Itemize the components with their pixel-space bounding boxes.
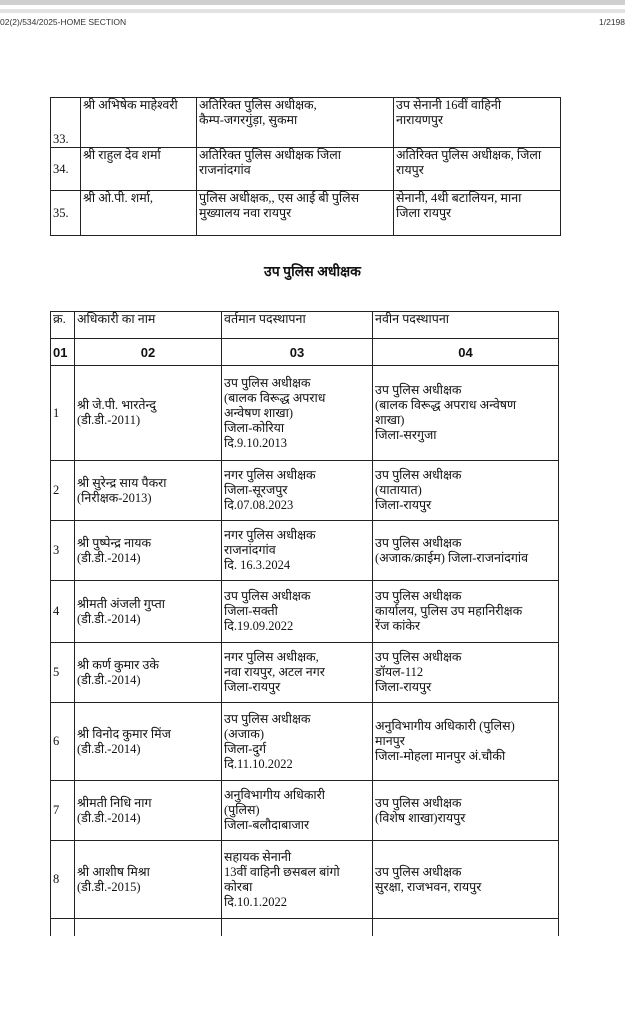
new-posting: उप पुलिस अधीक्षक (यातायात) जिला-रायपुर: [372, 460, 559, 521]
new-posting: अनुविभागीय अधिकारी (पुलिस) मानपुर जिला-म…: [372, 702, 559, 781]
table-row: 3 श्री पुष्पेन्द्र नायक (डी.डी.-2014) नगर …: [50, 520, 559, 581]
header-serial: क्र.: [50, 311, 75, 339]
new-posting: उप पुलिस अधीक्षक डॉयल-112 जिला-रायपुर: [372, 642, 559, 703]
officer-table-continued: 33. श्री अभिषेक माहेश्वरी अतिरिक्त पुलिस अ…: [50, 97, 561, 236]
new-posting: उप पुलिस अधीक्षक सुरक्षा, राजभवन, रायपुर: [372, 840, 559, 919]
serial-number: 4: [50, 580, 75, 643]
current-posting: अतिरिक्त पुलिस अधीक्षक, कैम्प-जगरगुंड़ा,…: [196, 97, 394, 148]
page-indicator: 1/2198: [599, 17, 625, 27]
section-heading: उप पुलिस अधीक्षक: [264, 265, 361, 280]
current-posting: नगर पुलिस अधीक्षक, नवा रायपुर, अटल नगर ज…: [221, 642, 373, 703]
new-posting: उप पुलिस अधीक्षक (विशेष शाखा)रायपुर: [372, 780, 559, 841]
column-number: 02: [74, 338, 222, 366]
current-posting: नगर पुलिस अधीक्षक जिला-सूरजपुर दि.07.08.…: [221, 460, 373, 521]
officer-name: श्री सुरेन्द्र साय पैकरा (निरीक्षक-2013): [74, 460, 222, 521]
current-posting: पुलिस अधीक्षक,, एस आई बी पुलिस मुख्यालय …: [196, 190, 394, 236]
scroll-bar-top: [0, 0, 625, 5]
officer-name: श्री पुष्पेन्द्र नायक (डी.डी.-2014): [74, 520, 222, 581]
table-row: 8 श्री आशीष मिश्रा (डी.डी.-2015) सहायक सेन…: [50, 840, 559, 919]
officer-name: श्रीमती निधि नाग (डी.डी.-2014): [74, 780, 222, 841]
officer-name: श्री राहुल देव शर्मा: [80, 147, 197, 191]
table-row: 5 श्री कर्ण कुमार उके (डी.डी.-2014) नगर पु…: [50, 642, 559, 703]
divider: [0, 9, 625, 13]
new-posting: सेनानी, 4थी बटालियन, माना जिला रायपुर: [393, 190, 561, 236]
new-posting: उप पुलिस अधीक्षक (अजाक/क्राईम) जिला-राजन…: [372, 520, 559, 581]
serial-number: 8: [50, 840, 75, 919]
table-header-row: क्र. अधिकारी का नाम वर्तमान पदस्थापना नव…: [50, 311, 559, 339]
serial-number: 6: [50, 702, 75, 781]
serial-number: 2: [50, 460, 75, 521]
serial-number: 35.: [50, 190, 81, 236]
officer-name: श्री ओ.पी. शर्मा,: [80, 190, 197, 236]
table-row: 2 श्री सुरेन्द्र साय पैकरा (निरीक्षक-2013…: [50, 460, 559, 521]
new-posting: अतिरिक्त पुलिस अधीक्षक, जिला रायपुर: [393, 147, 561, 191]
empty-cell: [221, 918, 373, 936]
current-posting: अनुविभागीय अधिकारी (पुलिस) जिला-बलौदाबाज…: [221, 780, 373, 841]
table-row: 33. श्री अभिषेक माहेश्वरी अतिरिक्त पुलिस अ…: [50, 97, 561, 148]
header-new-posting: नवीन पदस्थापना: [372, 311, 559, 339]
serial-number: 34.: [50, 147, 81, 191]
column-number-row: 01 02 03 04: [50, 338, 559, 366]
current-posting: सहायक सेनानी 13वीं वाहिनी छसबल बांगो कोर…: [221, 840, 373, 919]
officer-name: श्रीमती अंजली गुप्ता (डी.डी.-2014): [74, 580, 222, 643]
serial-number: 7: [50, 780, 75, 841]
table-row-empty: [50, 918, 559, 936]
officer-name: श्री जे.पी. भारतेन्दु (डी.डी.-2011): [74, 365, 222, 461]
column-number: 01: [50, 338, 75, 366]
table-row: 1 श्री जे.पी. भारतेन्दु (डी.डी.-2011) उप प…: [50, 365, 559, 461]
empty-cell: [50, 918, 75, 936]
empty-cell: [74, 918, 222, 936]
new-posting: उप सेनानी 16वीं वाहिनी नारायणपुर: [393, 97, 561, 148]
current-posting: उप पुलिस अधीक्षक जिला-सक्ती दि.19.09.202…: [221, 580, 373, 643]
header-current-posting: वर्तमान पदस्थापना: [221, 311, 373, 339]
document-reference: 02(2)/534/2025-HOME SECTION: [0, 17, 127, 27]
new-posting: उप पुलिस अधीक्षक कार्यालय, पुलिस उप महान…: [372, 580, 559, 643]
table-row: 7 श्रीमती निधि नाग (डी.डी.-2014) अनुविभागी…: [50, 780, 559, 841]
officer-name: श्री विनोद कुमार मिंज (डी.डी.-2014): [74, 702, 222, 781]
serial-number: 1: [50, 365, 75, 461]
current-posting: उप पुलिस अधीक्षक (अजाक) जिला-दुर्ग दि.11…: [221, 702, 373, 781]
serial-number: 3: [50, 520, 75, 581]
dsp-transfer-table: क्र. अधिकारी का नाम वर्तमान पदस्थापना नव…: [50, 311, 559, 936]
table-row: 6 श्री विनोद कुमार मिंज (डी.डी.-2014) उप प…: [50, 702, 559, 781]
officer-name: श्री अभिषेक माहेश्वरी: [80, 97, 197, 148]
empty-cell: [372, 918, 559, 936]
column-number: 04: [372, 338, 559, 366]
table-row: 35. श्री ओ.पी. शर्मा, पुलिस अधीक्षक,, एस आ…: [50, 190, 561, 236]
header-officer-name: अधिकारी का नाम: [74, 311, 222, 339]
current-posting: उप पुलिस अधीक्षक (बालक विरूद्ध अपराध अन्…: [221, 365, 373, 461]
current-posting: अतिरिक्त पुलिस अधीक्षक जिला राजनांदगांव: [196, 147, 394, 191]
table-row: 34. श्री राहुल देव शर्मा अतिरिक्त पुलिस अध…: [50, 147, 561, 191]
current-posting: नगर पुलिस अधीक्षक राजनांदगांव दि. 16.3.2…: [221, 520, 373, 581]
officer-name: श्री कर्ण कुमार उके (डी.डी.-2014): [74, 642, 222, 703]
column-number: 03: [221, 338, 373, 366]
serial-number: 5: [50, 642, 75, 703]
table-row: 4 श्रीमती अंजली गुप्ता (डी.डी.-2014) उप पु…: [50, 580, 559, 643]
new-posting: उप पुलिस अधीक्षक (बालक विरूद्ध अपराध अन्…: [372, 365, 559, 461]
officer-name: श्री आशीष मिश्रा (डी.डी.-2015): [74, 840, 222, 919]
serial-number: 33.: [50, 97, 81, 148]
